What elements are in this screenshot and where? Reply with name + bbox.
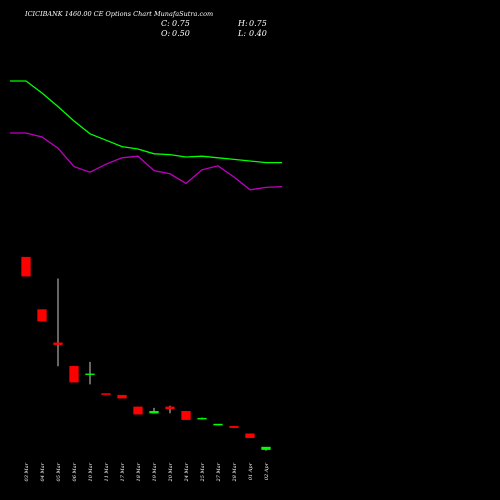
candles [21, 256, 271, 451]
ohlc-high-value: 0.75 [249, 19, 267, 28]
x-tick-label: 25 Mar [200, 462, 206, 482]
candle-body [133, 406, 143, 415]
candle-body [181, 410, 191, 420]
x-tick-label: 24 Mar [184, 462, 190, 482]
x-tick-label: 06 Mar [72, 462, 78, 481]
indicator-line-2 [10, 132, 283, 191]
candle-body [37, 309, 47, 322]
ohlc-high-label: H: [237, 19, 248, 28]
ohlc-close-label: C: [161, 19, 170, 28]
x-tick-label: 11 Mar [104, 462, 110, 481]
candle-body [69, 366, 79, 383]
candle-body [165, 406, 175, 410]
candle-body [117, 394, 127, 399]
x-tick-label: 20 Mar [168, 462, 174, 482]
candle-body [261, 446, 271, 450]
x-tick-label: 18 Mar [136, 462, 142, 481]
x-tick-label: 01 Apr [248, 462, 254, 480]
x-axis-ticks: 03 Mar 04 Mar 05 Mar 06 Mar 10 Mar 11 Mar 17 M… [24, 462, 270, 482]
x-tick-label: 17 Mar [120, 462, 126, 481]
ohlc-close-value: 0.75 [172, 19, 190, 28]
x-tick-label: 27 Mar [216, 462, 222, 482]
ohlc-low-value: 0.40 [249, 29, 267, 38]
candle-body [229, 425, 239, 428]
ohlc-low-label: L: [237, 29, 246, 38]
ohlc-open-value: 0.50 [172, 29, 190, 38]
x-tick-label: 28 Mar [232, 462, 238, 482]
candle-body [213, 423, 223, 426]
candle-body [101, 393, 111, 395]
x-tick-label: 10 Mar [88, 462, 94, 481]
x-tick-label: 05 Mar [56, 462, 62, 481]
candle-body [245, 433, 255, 439]
x-tick-label: 03 Mar [24, 462, 30, 481]
x-tick-label: 04 Mar [40, 462, 46, 481]
candle-body [21, 256, 31, 277]
candle-body [149, 410, 159, 414]
x-tick-label: 19 Mar [152, 462, 158, 481]
candle-body [197, 417, 207, 420]
indicator-lines [10, 80, 283, 191]
candle-body [85, 373, 95, 376]
chart-title: ICICIBANK 1460.00 CE Options Chart Munaf… [24, 10, 213, 18]
indicator-line-1 [10, 80, 282, 164]
x-tick-label: 02 Apr [264, 462, 270, 480]
candle-body [53, 342, 63, 345]
ohlc-open-label: O: [161, 29, 171, 38]
